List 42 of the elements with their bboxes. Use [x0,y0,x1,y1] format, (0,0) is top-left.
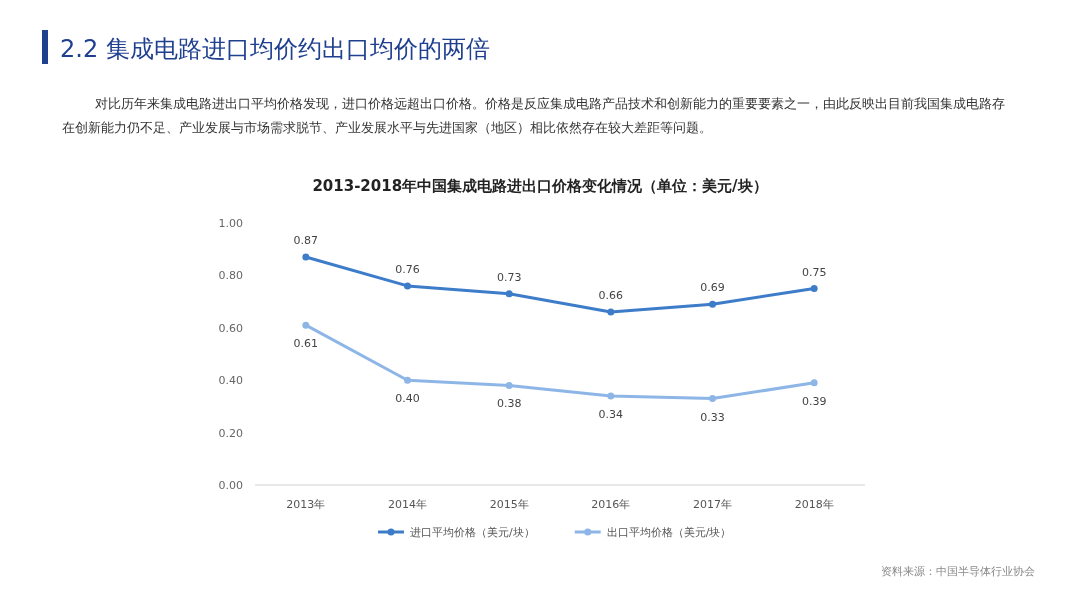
data-label: 0.76 [395,262,420,276]
data-label: 0.73 [496,270,522,284]
x-tick-label: 2017年 [693,498,732,511]
x-tick-label: 2018年 [794,498,834,511]
data-label: 0.39 [801,394,827,408]
legend-label: 进口平均价格（美元/块） [410,526,535,539]
x-tick-label: 2016年 [591,498,631,511]
point [607,392,615,400]
x-tick-label: 2013年 [286,498,326,511]
point [302,321,310,329]
text: 资料来源：中国半导体行业协会 [881,565,1035,578]
text: 2.2 集成电路进口均价约出口均价的两倍 [60,35,490,63]
x-tick-label: 2014年 [388,498,427,511]
text: 对比历年来集成电路进出口平均价格发现，进口价格远超出口价格。价格是反应集成电路产品技术和创新能力的重要要素之一，由此反映出目前我国集成电路存在创新能力仍不足、产业发展与市场需求脱节、产业发展水平与先进国家（地区）相比依然存在较大差距等问题。 [62,96,1005,135]
data-label: 0.75 [801,265,827,279]
data-label: 0.40 [395,392,420,406]
point [505,381,513,389]
point [404,376,411,384]
point [404,282,411,290]
point [810,285,818,292]
data-label: 0.38 [496,397,522,411]
data-label: 0.66 [598,289,624,303]
y-tick-label: 1.00 [218,217,243,230]
point [607,308,615,316]
data-label: 0.69 [700,281,725,295]
x-tick-label: 2015年 [489,498,529,511]
data-label: 0.61 [293,337,319,351]
point [709,395,716,403]
point [302,253,310,261]
y-tick-label: 0.00 [218,479,243,492]
y-tick-label: 0.20 [218,426,243,440]
point [709,300,716,308]
data-label: 0.87 [293,234,319,248]
y-tick-label: 0.60 [218,321,243,335]
data-label: 0.33 [700,410,725,424]
legend-label: 出口平均价格（美元/块） [606,526,732,539]
point [505,290,513,298]
data-label: 0.34 [598,407,624,421]
chart-title: 2013-2018年中国集成电路进出口价格变化情况（单位：美元/块） [312,177,768,195]
point [810,379,818,387]
y-tick-label: 0.40 [218,374,243,388]
y-tick-label: 0.80 [218,269,243,283]
